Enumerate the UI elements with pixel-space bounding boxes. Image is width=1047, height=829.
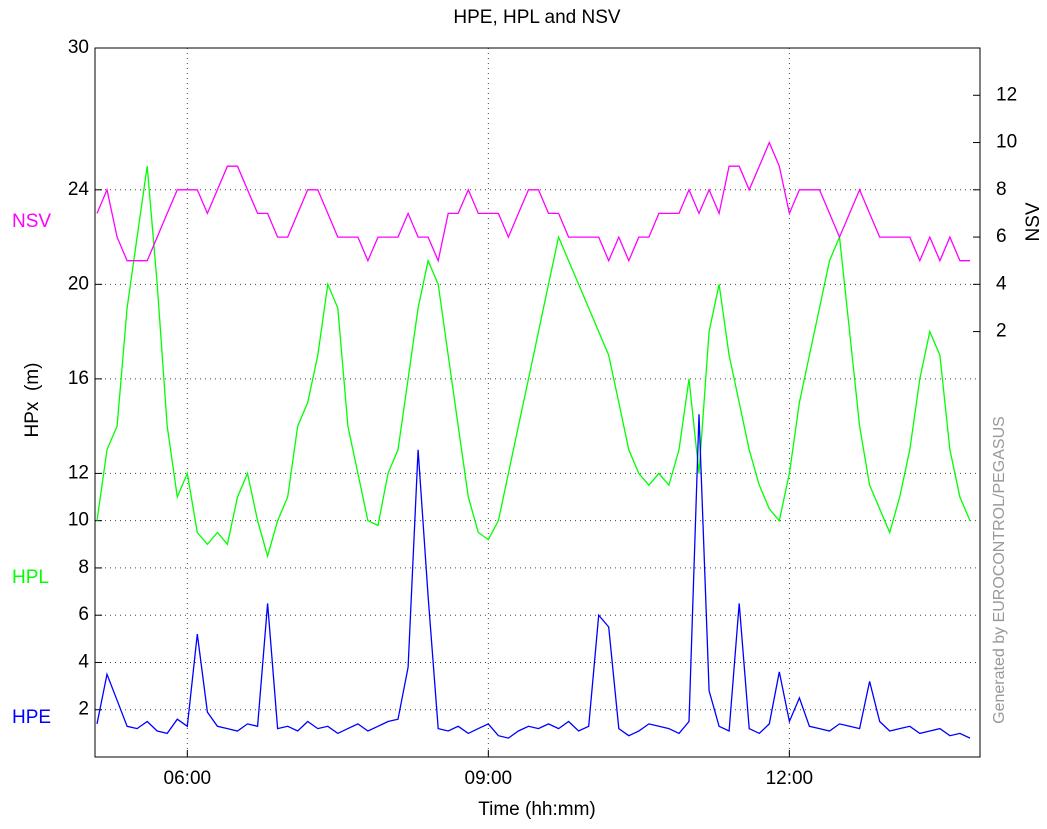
- x-axis-label: Time (hh:mm): [478, 799, 596, 820]
- y2-tick-label: 8: [996, 179, 1007, 200]
- y-tick-label: 6: [78, 604, 89, 625]
- y-tick-label: 8: [78, 557, 89, 578]
- watermark: Generated by EUROCONTROL/PEGASUS: [991, 416, 1008, 724]
- y2-tick-label: 6: [996, 226, 1007, 247]
- series-label: NSV: [12, 211, 51, 232]
- y2-tick-label: 4: [996, 273, 1007, 294]
- x-tick-label: 09:00: [465, 768, 513, 789]
- chart-title: HPE, HPL and NSV: [453, 7, 621, 28]
- y2-tick-label: 10: [996, 132, 1017, 153]
- y-tick-label: 24: [68, 179, 90, 200]
- x-tick-label: 12:00: [766, 768, 814, 789]
- x-tick-label: 06:00: [164, 768, 212, 789]
- plot-frame: [94, 47, 981, 758]
- y-tick-label: 20: [68, 273, 89, 294]
- y-tick-label: 4: [78, 651, 89, 672]
- y-tick-label: 12: [68, 462, 89, 483]
- series-line: [96, 414, 971, 739]
- series-line: [96, 140, 970, 263]
- series-label: HPE: [12, 707, 51, 728]
- y-axis-label: HPx (m): [22, 363, 43, 438]
- y2-tick-label: 12: [996, 84, 1017, 105]
- y-tick-label: 2: [78, 699, 89, 720]
- y2-tick-label: 2: [996, 321, 1007, 342]
- plot-area: [95, 48, 980, 757]
- y-tick-label: 30: [68, 37, 89, 58]
- y-tick-label: 10: [68, 510, 89, 531]
- series-label: HPL: [12, 567, 49, 588]
- series-line: [96, 166, 971, 559]
- y-tick-label: 16: [68, 368, 89, 389]
- y2-axis-label: NSV: [1023, 202, 1044, 241]
